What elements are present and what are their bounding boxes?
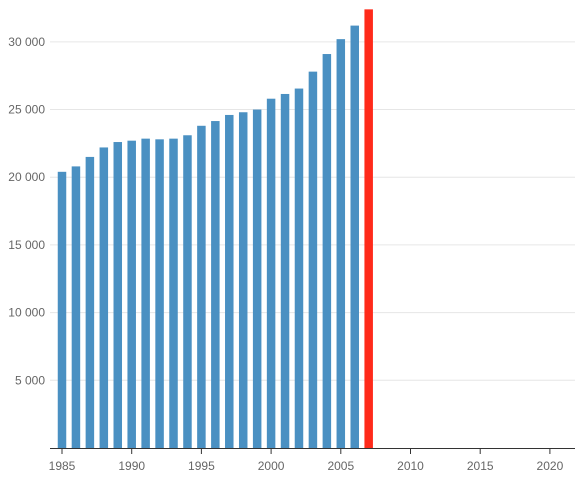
bar xyxy=(336,39,346,449)
bar xyxy=(141,138,150,448)
y-tick-label: 20 000 xyxy=(8,170,45,184)
bar xyxy=(308,71,318,448)
x-tick-label: 1990 xyxy=(118,459,145,473)
bar xyxy=(211,121,220,449)
bar xyxy=(85,156,95,448)
x-tick-label: 1995 xyxy=(188,459,215,473)
bar xyxy=(252,109,262,449)
bar xyxy=(238,112,248,448)
x-tick-label: 2020 xyxy=(537,459,564,473)
x-tick-label: 2000 xyxy=(258,459,285,473)
bar xyxy=(127,140,136,448)
bar xyxy=(322,54,332,449)
y-tick-label: 30 000 xyxy=(8,35,45,49)
y-tick-label: 15 000 xyxy=(8,238,45,252)
bar-highlight xyxy=(364,9,373,448)
x-tick-label: 2005 xyxy=(327,459,354,473)
bar xyxy=(225,114,234,448)
bar xyxy=(280,93,290,448)
bar xyxy=(169,138,178,448)
bar xyxy=(155,139,164,449)
x-tick-label: 1985 xyxy=(49,459,76,473)
x-tick-label: 2015 xyxy=(467,459,494,473)
bar xyxy=(266,98,276,448)
bar xyxy=(71,166,81,448)
x-tick-label: 2010 xyxy=(397,459,424,473)
bar xyxy=(197,125,206,449)
y-axis-tick-labels: 5 000 10 000 15 000 20 000 25 000 30 000 xyxy=(8,35,45,387)
bar xyxy=(183,135,192,448)
y-tick-label: 10 000 xyxy=(8,306,45,320)
y-tick-label: 5 000 xyxy=(15,373,45,387)
bar xyxy=(350,25,359,448)
bar xyxy=(294,88,304,449)
y-tick-label: 25 000 xyxy=(8,103,45,117)
bars xyxy=(57,9,373,449)
bar xyxy=(113,142,123,448)
bar xyxy=(99,147,109,448)
bar xyxy=(57,171,67,449)
x-axis-tick-labels: 1985 1990 1995 2000 2005 2010 2015 2020 xyxy=(49,459,564,473)
x-axis-ticks xyxy=(61,448,551,454)
